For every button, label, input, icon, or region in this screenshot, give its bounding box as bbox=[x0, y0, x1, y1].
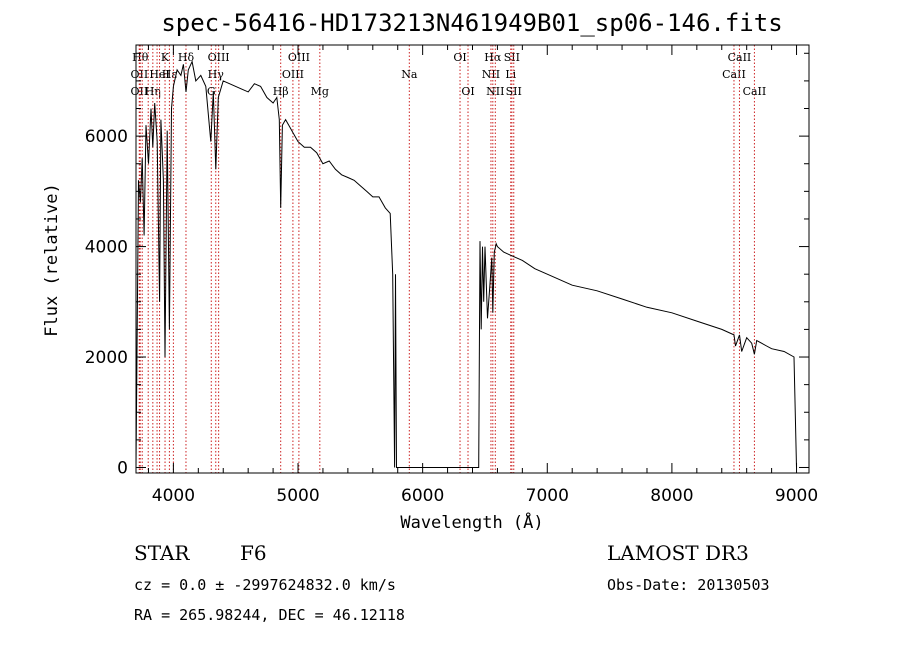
spectral-line-label: CaII bbox=[722, 68, 746, 81]
axis-ticks: 4000 5000 6000 7000 8000 9000 0 2000 4000 6000 bbox=[85, 45, 818, 506]
y-tick-label: 4000 bbox=[85, 238, 128, 258]
spectral-line-label: Mg bbox=[311, 85, 329, 98]
spectral-line-label: OIII bbox=[288, 51, 310, 64]
spectral-line-label: OIII bbox=[208, 51, 230, 64]
spectral-line-label: OII bbox=[131, 85, 149, 98]
spectral-line-label: Na bbox=[401, 68, 418, 81]
spectral-line-label: Hη bbox=[145, 85, 161, 98]
x-tick-label: 9000 bbox=[775, 486, 818, 506]
obs-date: Obs-Date: 20130503 bbox=[607, 576, 770, 594]
x-tick-label: 6000 bbox=[401, 486, 444, 506]
spectral-line-label: Hβ bbox=[273, 85, 289, 98]
x-tick-label: 8000 bbox=[650, 486, 693, 506]
x-tick-label: 5000 bbox=[276, 486, 319, 506]
spectral-line-label: OI bbox=[461, 85, 474, 98]
x-tick-label: 7000 bbox=[526, 486, 569, 506]
spectral-line-label: SII bbox=[506, 85, 522, 98]
redshift-readout: cz = 0.0 ± -2997624832.0 km/s bbox=[134, 576, 396, 594]
spectral-line-label: K bbox=[161, 51, 170, 64]
y-tick-label: 0 bbox=[117, 458, 128, 478]
subclass: F6 bbox=[240, 541, 267, 565]
plot-frame bbox=[135, 44, 810, 474]
spectrum-line bbox=[135, 59, 797, 468]
spectral-line-label: SII bbox=[504, 51, 520, 64]
spectral-line-label: Li bbox=[505, 68, 516, 81]
spectral-line-label: Hα bbox=[484, 51, 502, 64]
spectral-line-label: OI bbox=[453, 51, 466, 64]
survey-name: LAMOST DR3 bbox=[607, 541, 749, 565]
spectral-line-markers: HθOIIOIIHηHeIKHεHδHγGOIIIHβOIIIOIIIMgNaO… bbox=[131, 45, 767, 473]
y-tick-label: 6000 bbox=[85, 127, 128, 147]
spectral-line-label: Hγ bbox=[208, 68, 225, 81]
spectral-line-label: NII bbox=[486, 85, 504, 98]
object-class: STAR bbox=[134, 541, 190, 565]
coordinates: RA = 265.98244, DEC = 46.12118 bbox=[134, 606, 405, 624]
spectral-line-label: CaII bbox=[743, 85, 767, 98]
spectral-line-label: NII bbox=[482, 68, 500, 81]
x-tick-label: 4000 bbox=[152, 486, 195, 506]
y-axis-label: Flux (relative) bbox=[42, 183, 62, 337]
chart-title: spec-56416-HD173213N461949B01_sp06-146.f… bbox=[161, 9, 782, 37]
spectral-line-label: CaII bbox=[728, 51, 752, 64]
y-tick-label: 2000 bbox=[85, 348, 128, 368]
spectral-line-label: Hδ bbox=[178, 51, 195, 64]
spectral-line-label: G bbox=[207, 85, 216, 98]
x-axis-label: Wavelength (Å) bbox=[400, 511, 543, 533]
spectral-line-label: OIII bbox=[282, 68, 304, 81]
